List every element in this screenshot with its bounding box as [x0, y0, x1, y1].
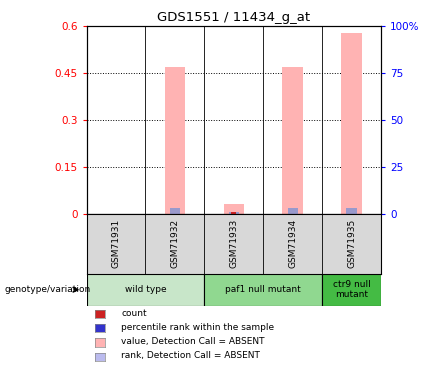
- Bar: [223, 204, 244, 214]
- Text: wild type: wild type: [125, 285, 166, 294]
- Text: GSM71931: GSM71931: [112, 219, 120, 268]
- Text: genotype/variation: genotype/variation: [4, 285, 90, 294]
- Text: GDS1551 / 11434_g_at: GDS1551 / 11434_g_at: [157, 11, 310, 24]
- Text: GSM71935: GSM71935: [347, 219, 356, 268]
- Bar: [282, 67, 303, 214]
- Bar: [231, 212, 236, 214]
- Text: paf1 null mutant: paf1 null mutant: [226, 285, 301, 294]
- Bar: [288, 208, 298, 214]
- Bar: [87, 274, 204, 306]
- Bar: [341, 33, 362, 214]
- Text: GSM71934: GSM71934: [288, 219, 297, 268]
- Text: value, Detection Call = ABSENT: value, Detection Call = ABSENT: [121, 337, 265, 346]
- Text: rank, Detection Call = ABSENT: rank, Detection Call = ABSENT: [121, 351, 260, 360]
- Text: GSM71932: GSM71932: [171, 219, 179, 268]
- Bar: [204, 274, 322, 306]
- Text: GSM71933: GSM71933: [229, 219, 238, 268]
- Text: percentile rank within the sample: percentile rank within the sample: [121, 323, 275, 332]
- Bar: [170, 208, 180, 214]
- Bar: [229, 212, 239, 214]
- Text: count: count: [121, 309, 147, 318]
- Bar: [165, 67, 185, 214]
- Bar: [322, 274, 381, 306]
- Text: ctr9 null
mutant: ctr9 null mutant: [333, 280, 371, 299]
- Bar: [346, 208, 357, 214]
